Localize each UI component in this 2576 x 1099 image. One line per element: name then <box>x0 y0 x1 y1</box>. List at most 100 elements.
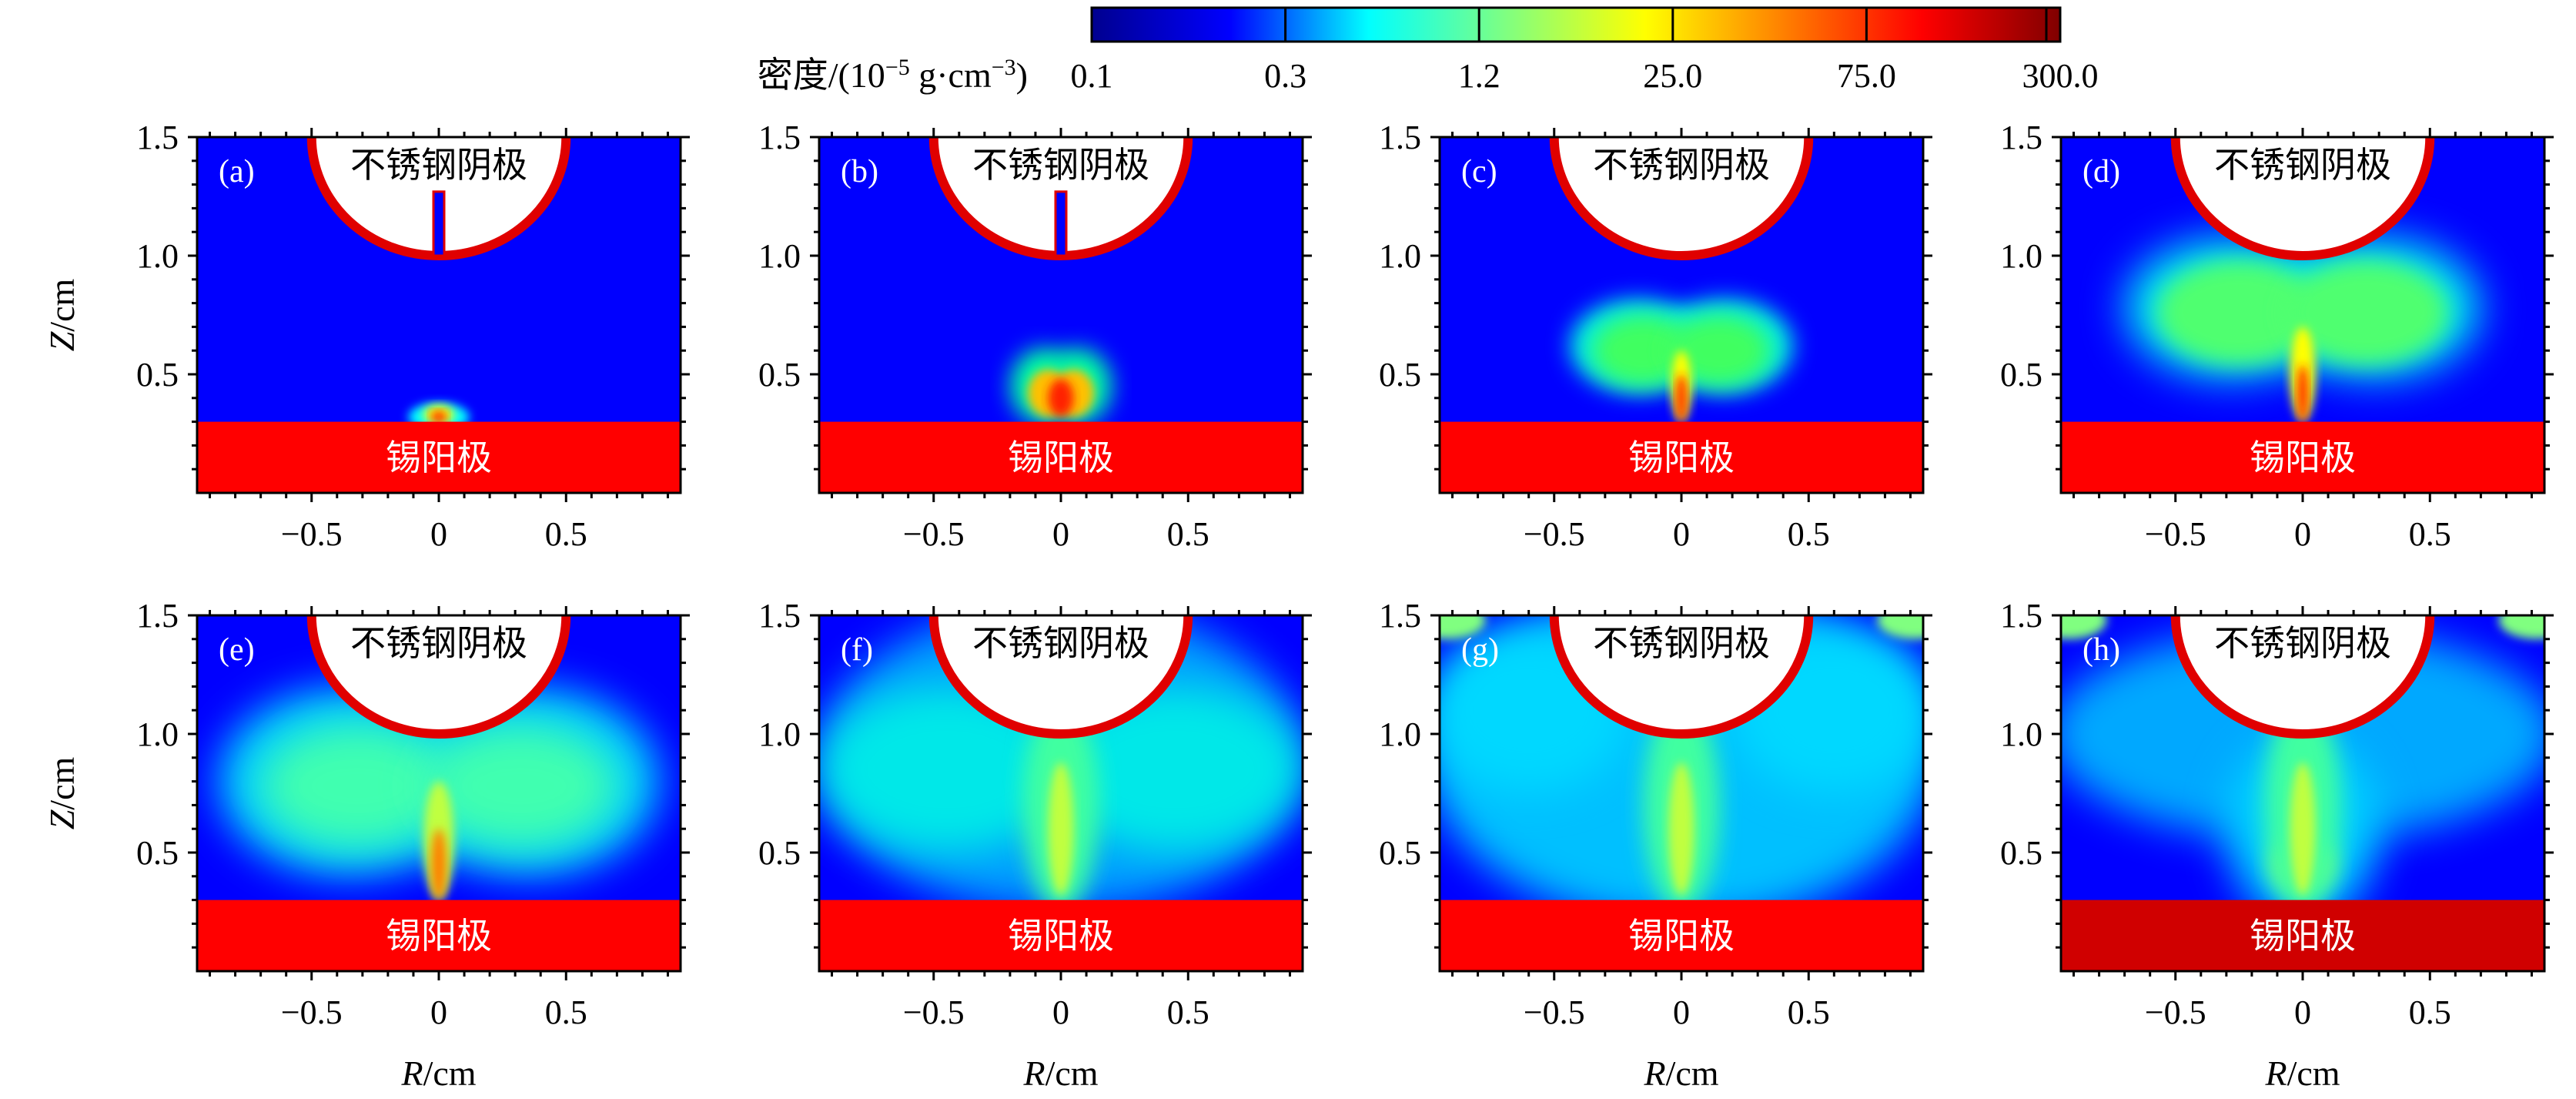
x-tick-label: 0.5 <box>1788 515 1830 553</box>
cathode-shell <box>2170 615 2435 739</box>
anode-block <box>1440 900 1923 971</box>
plasma-plume <box>1048 379 1074 417</box>
cathode-label: 不锈钢阴极 <box>2214 622 2391 664</box>
y-tick-label: 0.5 <box>1379 834 1421 872</box>
plasma-column <box>1668 762 1694 896</box>
x-tick-label: 0.5 <box>545 993 587 1031</box>
y-tick-label: 1.0 <box>136 715 179 753</box>
plasma-plume <box>1440 615 1486 639</box>
y-tick-label: 0.5 <box>758 834 801 872</box>
y-tick-label: 1.5 <box>1379 597 1421 635</box>
colorbar-gradient <box>1090 6 2062 43</box>
cathode-label: 不锈钢阴极 <box>350 622 527 664</box>
x-axis-label: R/cm <box>2264 1054 2340 1093</box>
x-tick-label: 0.5 <box>2409 515 2451 553</box>
panel-label: (e) <box>219 632 255 668</box>
panel-label: (b) <box>841 154 878 189</box>
x-tick-label: −0.5 <box>2145 993 2206 1031</box>
x-tick-label: 0.5 <box>1167 993 1209 1031</box>
cathode-shell <box>1549 137 1814 260</box>
x-tick-label: −0.5 <box>281 515 343 553</box>
y-tick-label: 0.5 <box>136 356 179 394</box>
y-tick-label: 1.0 <box>1379 715 1421 753</box>
y-axis-label: Z/cm <box>42 278 82 351</box>
anode-block <box>2061 421 2544 493</box>
x-tick-label: 0.5 <box>545 515 587 553</box>
x-axis-label: R/cm <box>400 1054 476 1093</box>
cathode-label: 不锈钢阴极 <box>2214 144 2391 186</box>
cathode-label: 不锈钢阴极 <box>972 144 1149 186</box>
y-tick-label: 1.0 <box>758 237 801 275</box>
plasma-column <box>1048 762 1074 896</box>
cathode-label: 不锈钢阴极 <box>1593 144 1770 186</box>
x-tick-label: 0 <box>1052 993 1069 1031</box>
x-tick-label: 0.5 <box>2409 993 2451 1031</box>
panel-label: (f) <box>841 632 873 668</box>
y-tick-label: 1.0 <box>2000 237 2042 275</box>
anode-label: 锡阳极 <box>1628 437 1735 478</box>
panel-label: (g) <box>1461 632 1499 668</box>
anode-block <box>819 421 1303 493</box>
cathode-shell <box>928 615 1193 739</box>
y-tick-label: 1.5 <box>136 119 179 156</box>
x-axis-label: R/cm <box>1643 1054 1718 1093</box>
anode-label: 锡阳极 <box>2250 915 2356 957</box>
x-tick-label: −0.5 <box>1524 515 1585 553</box>
x-tick-label: −0.5 <box>281 993 343 1031</box>
colorbar-tick-label: 75.0 <box>1837 57 1896 95</box>
plasma-plume <box>2157 260 2321 365</box>
y-tick-label: 1.5 <box>758 119 801 156</box>
panel-label: (a) <box>219 154 255 189</box>
y-tick-label: 0.5 <box>2000 834 2042 872</box>
cathode-label: 不锈钢阴极 <box>350 144 527 186</box>
cathode-rod <box>432 190 446 257</box>
anode-label: 锡阳极 <box>386 437 492 478</box>
y-tick-label: 1.0 <box>1379 237 1421 275</box>
colorbar-label: 密度/(10−5 g·cm−3) <box>758 55 1028 95</box>
x-tick-label: 0 <box>1673 515 1690 553</box>
plasma-plume <box>260 724 454 848</box>
y-tick-label: 1.5 <box>1379 119 1421 156</box>
y-tick-label: 1.0 <box>758 715 801 753</box>
plasma-plume <box>1668 315 1771 387</box>
x-tick-label: −0.5 <box>903 515 965 553</box>
x-tick-label: −0.5 <box>2145 515 2206 553</box>
x-tick-label: 0.5 <box>1167 515 1209 553</box>
cathode-shell <box>306 615 571 739</box>
anode-block <box>819 900 1303 971</box>
x-tick-label: 0.5 <box>1788 993 1830 1031</box>
y-tick-label: 1.0 <box>2000 715 2042 753</box>
plasma-plume <box>431 410 447 424</box>
colorbar-tick-label: 0.1 <box>1071 57 1113 95</box>
y-tick-label: 0.5 <box>2000 356 2042 394</box>
x-tick-label: −0.5 <box>1524 993 1585 1031</box>
plasma-plume <box>1877 615 1923 639</box>
colorbar-tick-label: 1.2 <box>1458 57 1500 95</box>
y-axis-label: Z/cm <box>42 756 82 829</box>
x-tick-label: 0 <box>1673 993 1690 1031</box>
y-tick-label: 1.0 <box>136 237 179 275</box>
plasma-plume <box>1676 374 1687 422</box>
anode-label: 锡阳极 <box>386 915 492 957</box>
y-tick-label: 0.5 <box>1379 356 1421 394</box>
plasma-plume <box>2284 260 2448 365</box>
plasma-plume <box>1592 315 1694 387</box>
colorbar: 密度/(10−5 g·cm−3) 0.1 0.3 1.2 25.0 75.0 300.0 <box>758 6 2099 95</box>
plasma-column <box>2290 762 2316 896</box>
plasma-plume <box>423 724 617 848</box>
x-axis-label: R/cm <box>1022 1054 1098 1093</box>
anode-label: 锡阳极 <box>1008 915 1114 957</box>
x-tick-label: 0 <box>2294 515 2311 553</box>
anode-block <box>2061 900 2544 971</box>
anode-label: 锡阳极 <box>1008 437 1114 478</box>
cathode-label: 不锈钢阴极 <box>1593 622 1770 664</box>
cathode-shell <box>1549 615 1814 739</box>
cathode-shell <box>2170 137 2435 260</box>
anode-block <box>197 900 681 971</box>
